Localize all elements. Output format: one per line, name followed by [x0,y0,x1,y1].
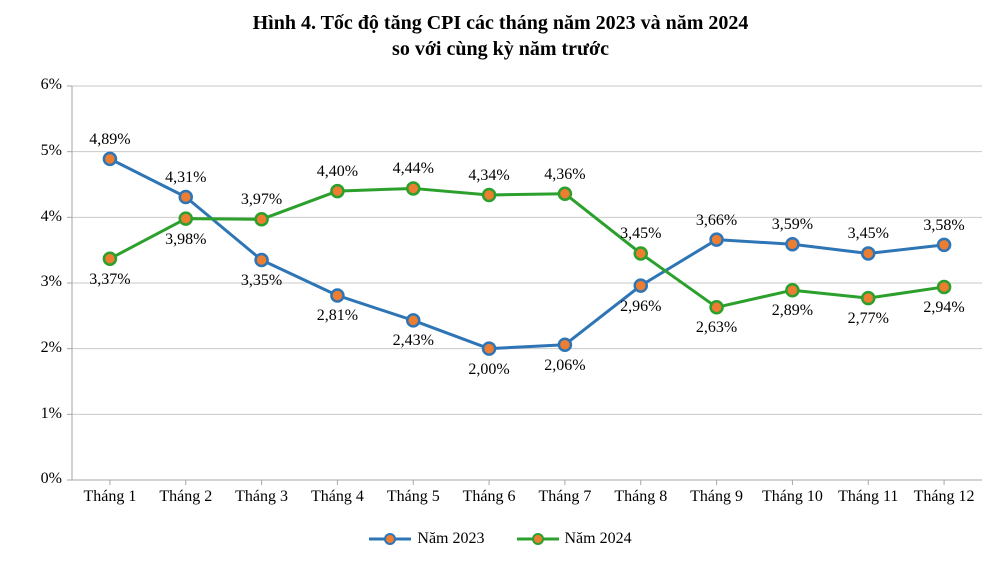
legend: Năm 2023 Năm 2024 [0,530,1001,551]
y-tick-label: 0% [41,470,62,488]
data-label: 3,37% [89,271,130,289]
data-label: 4,44% [393,160,434,178]
legend-swatch-2023 [369,532,411,546]
data-label: 3,59% [772,216,813,234]
x-tick-label: Tháng 12 [914,488,975,506]
data-label: 3,45% [620,225,661,243]
legend-label-2024: Năm 2024 [565,530,632,548]
data-label: 4,34% [468,167,509,185]
chart-plot-svg [0,0,1001,566]
data-label: 3,98% [165,231,206,249]
data-label: 2,00% [468,361,509,379]
x-tick-label: Tháng 3 [235,488,288,506]
x-tick-label: Tháng 11 [838,488,898,506]
data-label: 2,77% [848,310,889,328]
x-tick-label: Tháng 4 [311,488,364,506]
y-tick-label: 1% [41,405,62,423]
legend-item-2024: Năm 2024 [517,530,632,548]
data-label: 2,96% [620,298,661,316]
legend-dot-2023 [384,533,396,545]
x-tick-label: Tháng 6 [463,488,516,506]
data-label: 2,89% [772,302,813,320]
data-label: 2,43% [393,332,434,350]
legend-swatch-2024 [517,532,559,546]
data-label: 4,89% [89,131,130,149]
x-tick-label: Tháng 7 [538,488,591,506]
cpi-chart: Hình 4. Tốc độ tăng CPI các tháng năm 20… [0,0,1001,566]
data-label: 3,35% [241,272,282,290]
legend-item-2023: Năm 2023 [369,530,484,548]
y-tick-label: 4% [41,208,62,226]
legend-dot-2024 [532,533,544,545]
y-tick-label: 5% [41,142,62,160]
x-tick-label: Tháng 5 [387,488,440,506]
x-tick-label: Tháng 1 [83,488,136,506]
legend-label-2023: Năm 2023 [417,530,484,548]
y-tick-label: 3% [41,273,62,291]
data-label: 2,94% [923,299,964,317]
data-label: 4,31% [165,169,206,187]
data-label: 3,45% [848,225,889,243]
data-label: 4,36% [544,166,585,184]
x-tick-label: Tháng 2 [159,488,212,506]
x-tick-label: Tháng 9 [690,488,743,506]
data-label: 2,63% [696,319,737,337]
data-label: 2,06% [544,357,585,375]
data-label: 2,81% [317,307,358,325]
data-label: 4,40% [317,163,358,181]
x-tick-label: Tháng 10 [762,488,823,506]
y-tick-label: 2% [41,339,62,357]
y-tick-label: 6% [41,76,62,94]
data-label: 3,66% [696,212,737,230]
data-label: 3,58% [923,217,964,235]
data-label: 3,97% [241,191,282,209]
x-tick-label: Tháng 8 [614,488,667,506]
